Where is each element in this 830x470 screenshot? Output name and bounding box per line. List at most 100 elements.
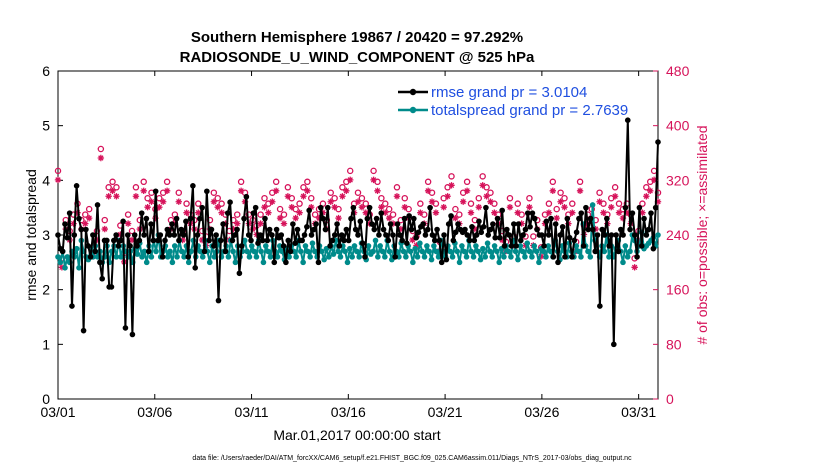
series-point (141, 248, 148, 255)
y2-tick-label: 80 (666, 336, 682, 352)
obs-possible-marker (526, 194, 533, 202)
obs-possible-marker (132, 184, 140, 191)
obs-possible-marker (140, 178, 147, 186)
series-point (294, 226, 301, 233)
series-point (108, 284, 115, 290)
series-point (373, 215, 380, 222)
series-point (505, 248, 512, 255)
obs-possible-marker (487, 189, 494, 196)
obs-assimilated-marker (171, 220, 179, 227)
series-point (449, 254, 456, 260)
legend-rmse-label: rmse grand pr = 3.0104 (431, 84, 587, 101)
chart-subtitle: RADIOSONDE_U_WIND_COMPONENT @ 525 hPa (180, 49, 535, 66)
series-point (400, 248, 407, 255)
obs-assimilated-marker (522, 242, 529, 249)
series-point (557, 232, 564, 238)
series-point (413, 234, 419, 241)
obs-possible-marker (124, 211, 132, 218)
series-point (301, 232, 308, 238)
series-point (452, 229, 459, 236)
series-point (312, 248, 318, 255)
obs-possible-marker (362, 200, 370, 207)
obs-assimilated-marker (237, 187, 245, 194)
series-point (157, 232, 164, 238)
series-point (550, 254, 557, 260)
series-point (524, 210, 531, 216)
series-point (62, 265, 68, 271)
obs-assimilated-marker (643, 193, 650, 200)
series-point (508, 243, 515, 249)
obs-possible-marker (97, 145, 105, 153)
obs-assimilated-marker (639, 209, 646, 216)
series-point (230, 248, 236, 255)
series-point (94, 202, 101, 208)
series-point (470, 254, 477, 260)
obs-assimilated-marker (280, 220, 288, 227)
obs-assimilated-marker (393, 193, 401, 200)
series-point (304, 224, 310, 230)
series-point (573, 229, 580, 236)
series-point (55, 232, 61, 238)
series-point (262, 215, 268, 222)
series-point (330, 251, 337, 257)
series-point (531, 243, 538, 249)
series-point (252, 204, 259, 211)
chart-titles: Southern Hemisphere 19867 / 20420 = 97.2… (180, 29, 535, 66)
series-point (171, 243, 178, 249)
series-point (643, 232, 650, 238)
series-point (278, 232, 285, 238)
y-tick-label: 1 (42, 336, 50, 352)
series-point (454, 248, 461, 255)
obs-possible-marker (304, 178, 311, 186)
series-point (229, 237, 236, 244)
series-point (327, 243, 333, 249)
obs-assimilated-marker (444, 193, 451, 200)
obs-possible-marker (389, 211, 397, 218)
series-point (131, 232, 138, 238)
series-point (538, 232, 545, 238)
series-point (541, 243, 547, 249)
obs-assimilated-marker (335, 214, 342, 222)
obs-assimilated-marker (343, 187, 350, 194)
series-point (491, 243, 498, 249)
series-point (587, 215, 594, 222)
series-point (434, 226, 440, 233)
series-point (364, 215, 371, 222)
series-point (271, 259, 278, 266)
obs-assimilated-marker (358, 204, 366, 211)
series-point (331, 232, 338, 238)
obs-possible-marker (405, 205, 412, 213)
series-point (174, 254, 180, 260)
series-point (420, 221, 426, 227)
obs-possible-marker (417, 200, 424, 207)
obs-assimilated-marker (159, 198, 167, 205)
series-point (274, 254, 281, 260)
series-point (634, 254, 640, 260)
obs-assimilated-marker (288, 204, 295, 211)
series-point (183, 218, 189, 225)
obs-possible-marker (210, 189, 218, 196)
obs-possible-marker (300, 184, 307, 191)
x-tick-label: 03/21 (428, 404, 463, 420)
series-point (73, 183, 80, 189)
series-point (594, 232, 601, 238)
series-point (111, 237, 117, 244)
series-point (97, 259, 103, 266)
series-point (64, 234, 71, 241)
series-point (394, 221, 401, 227)
series-point (344, 259, 351, 266)
obs-possible-marker (54, 167, 62, 175)
obs-assimilated-marker (413, 242, 420, 249)
series-point (447, 248, 454, 255)
obs-possible-marker (144, 194, 151, 202)
obs-assimilated-marker (549, 187, 557, 194)
obs-possible-marker (105, 184, 112, 191)
y-tick-label: 6 (42, 63, 50, 79)
obs-possible-marker (276, 205, 284, 213)
obs-assimilated-marker (117, 231, 124, 238)
series-point (504, 226, 510, 233)
series-point (511, 221, 517, 227)
series-point (178, 226, 185, 233)
series-point (250, 210, 257, 216)
series-point (376, 232, 382, 238)
